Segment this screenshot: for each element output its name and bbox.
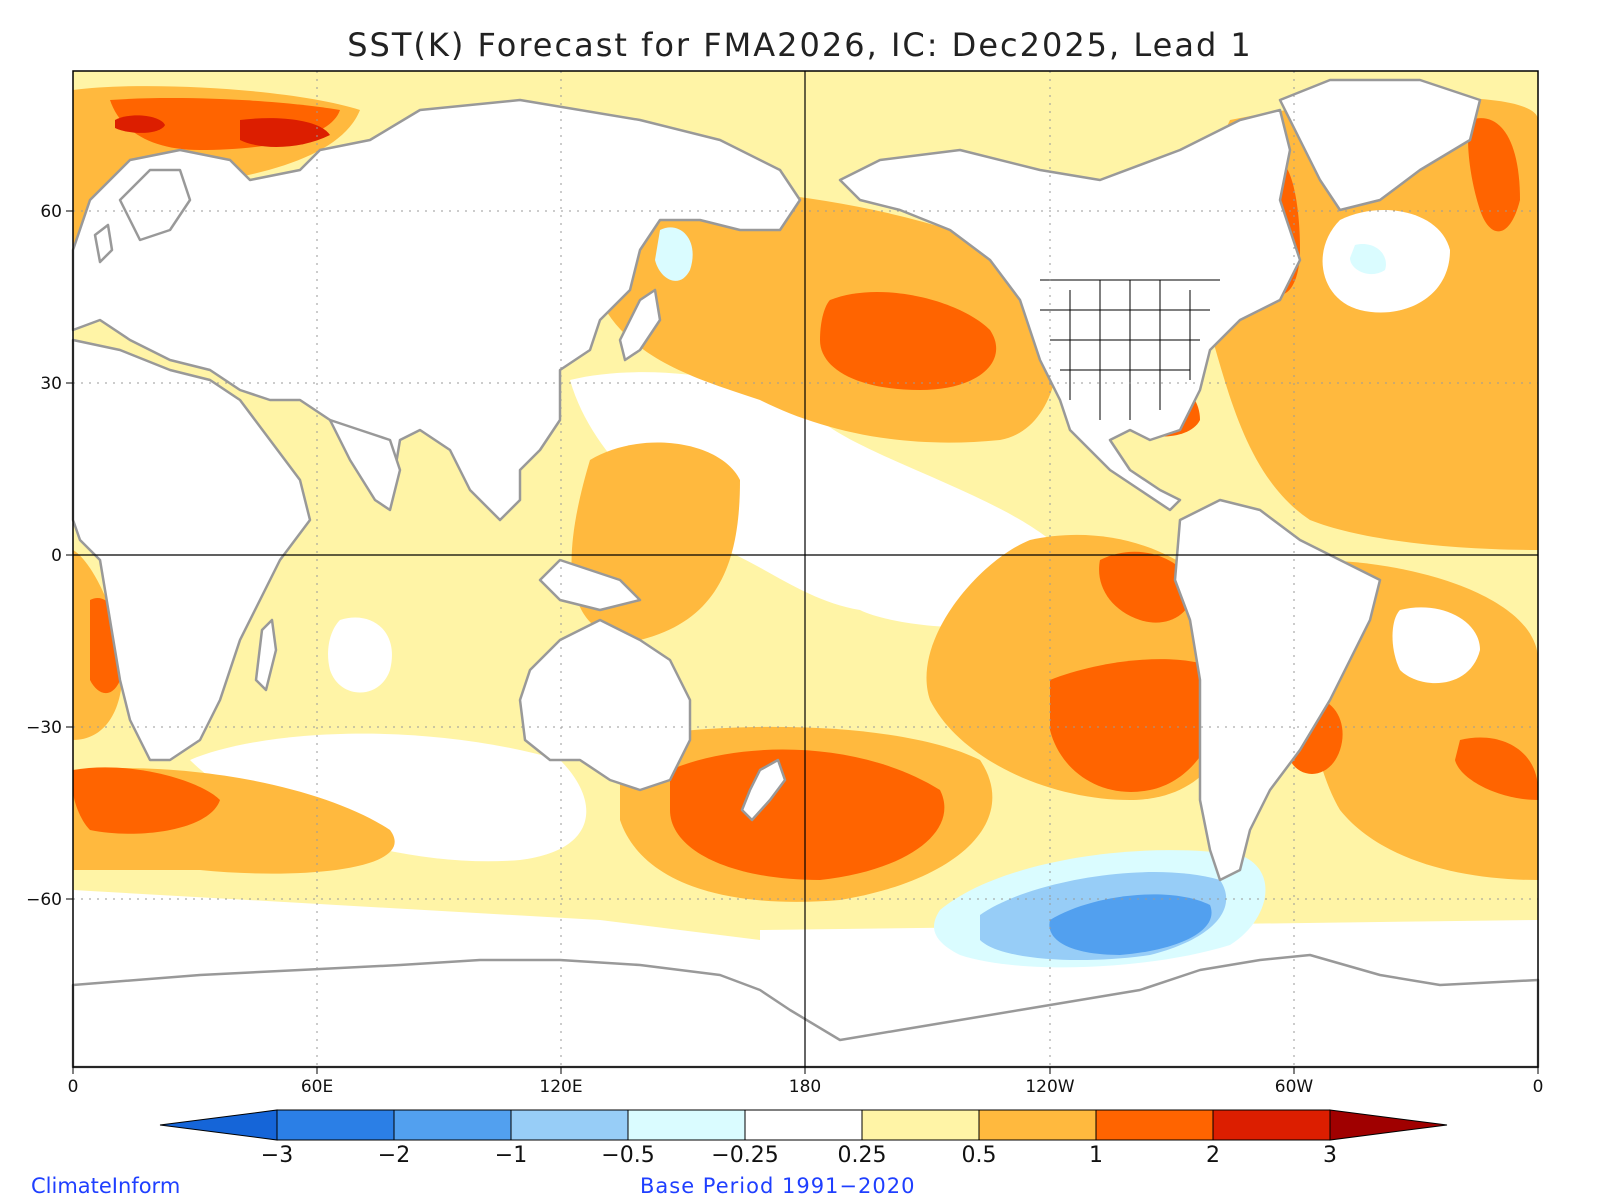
colorbar-segment <box>510 1109 629 1141</box>
colorbar-segment <box>159 1109 278 1141</box>
anomaly-area-very-strong-warm-kara <box>240 118 330 147</box>
colorbar-label: 3 <box>1323 1143 1337 1168</box>
anomaly-area-neutral-indian-west <box>328 617 392 693</box>
lat-ticks: 60 30 0 −30 −60 <box>26 202 73 910</box>
map-title: SST(K) Forecast for FMA2026, IC: Dec2025… <box>347 26 1253 64</box>
land-africa <box>71 338 312 762</box>
anomaly-area-strong-warm-south-atlantic-east <box>1455 737 1538 800</box>
colorbar-segment <box>393 1109 512 1141</box>
land <box>71 78 1540 1069</box>
land-india <box>328 418 402 512</box>
anomaly-area-weak-cold-okhotsk <box>655 227 693 281</box>
anomaly-area-neutral-south-atlantic <box>1392 607 1480 684</box>
anomaly-area-strong-warm-southeast-pacific <box>1050 659 1222 792</box>
reference-lines <box>73 71 1538 1067</box>
colorbar-segment <box>627 1109 746 1141</box>
anomaly-area-very-strong-warm-barents <box>115 115 165 133</box>
us-state-borders <box>1040 279 1220 420</box>
lon-tick-label: 60E <box>301 1077 333 1097</box>
land-antarctica <box>71 953 1540 1069</box>
anomaly-area-strong-warm-agulhas <box>73 767 220 834</box>
anomaly-area-strong-warm-greenland-sea <box>1468 118 1520 232</box>
credit-climateinform: ClimateInform <box>31 1174 181 1198</box>
colorbar-segment <box>1329 1109 1448 1141</box>
anomaly-area-strong-warm-north-pacific <box>820 291 997 390</box>
land-indonesia <box>538 558 642 612</box>
lat-tick-label: −60 <box>26 890 62 910</box>
credit-base-period: Base Period 1991−2020 <box>640 1174 916 1198</box>
colorbar-labels: −3 −2 −1 −0.5 −0.25 0.25 0.5 1 2 3 <box>261 1143 1337 1168</box>
land-australia <box>518 618 692 792</box>
land-greenland <box>1278 78 1482 212</box>
land-new-zealand <box>740 758 787 822</box>
colorbar-label: 0.25 <box>838 1143 887 1168</box>
lat-tick-label: 60 <box>40 202 62 222</box>
lon-tick-label: 0 <box>1533 1077 1544 1097</box>
colorbar-segment <box>276 1109 395 1141</box>
anomaly-area-neutral-pacific <box>570 372 1082 628</box>
colorbar-segment <box>861 1109 980 1141</box>
colorbar-label: 1 <box>1089 1143 1103 1168</box>
lon-ticks: 0 60E 120E 180 120W 60W 0 <box>68 1067 1544 1097</box>
land-uk <box>93 223 114 264</box>
colorbar-segment <box>978 1109 1097 1141</box>
lat-tick-label: −30 <box>26 718 62 738</box>
anomaly-area-strong-warm-peru-coast <box>1099 551 1192 623</box>
anomaly-area-neutral-indian <box>190 733 587 862</box>
anomaly-area-strong-warm-south-pacific <box>670 749 945 880</box>
colorbar-label: −0.25 <box>711 1143 778 1168</box>
anomaly-area-neutral-north-atlantic <box>1322 210 1450 313</box>
colorbar-label: −3 <box>261 1143 293 1168</box>
colorbar-label: −2 <box>378 1143 410 1168</box>
colorbar-segment <box>744 1109 863 1141</box>
lat-tick-label: 0 <box>51 546 62 566</box>
lon-tick-label: 0 <box>68 1077 79 1097</box>
lon-tick-label: 120W <box>1025 1077 1074 1097</box>
colorbar-label: 2 <box>1206 1143 1220 1168</box>
colorbar-segment <box>1095 1109 1214 1141</box>
land-madagascar <box>254 618 278 692</box>
lat-tick-label: 30 <box>40 374 62 394</box>
colorbar-label: −0.5 <box>601 1143 654 1168</box>
land-eurasia <box>71 98 802 522</box>
colorbar-label: 0.5 <box>962 1143 997 1168</box>
land-japan <box>618 288 662 362</box>
lon-tick-label: 180 <box>789 1077 821 1097</box>
grid <box>73 71 1538 1067</box>
lon-tick-label: 60W <box>1275 1077 1314 1097</box>
land-europe-scandinavia <box>118 168 192 242</box>
colorbar-segment <box>1212 1109 1331 1141</box>
anomaly-area-strong-cold <box>1049 894 1212 955</box>
anomaly-area-weak-cold-north-atlantic <box>1350 244 1386 275</box>
land-south-america <box>1173 498 1382 882</box>
colorbar-label: −1 <box>495 1143 527 1168</box>
lon-tick-label: 120E <box>539 1077 582 1097</box>
